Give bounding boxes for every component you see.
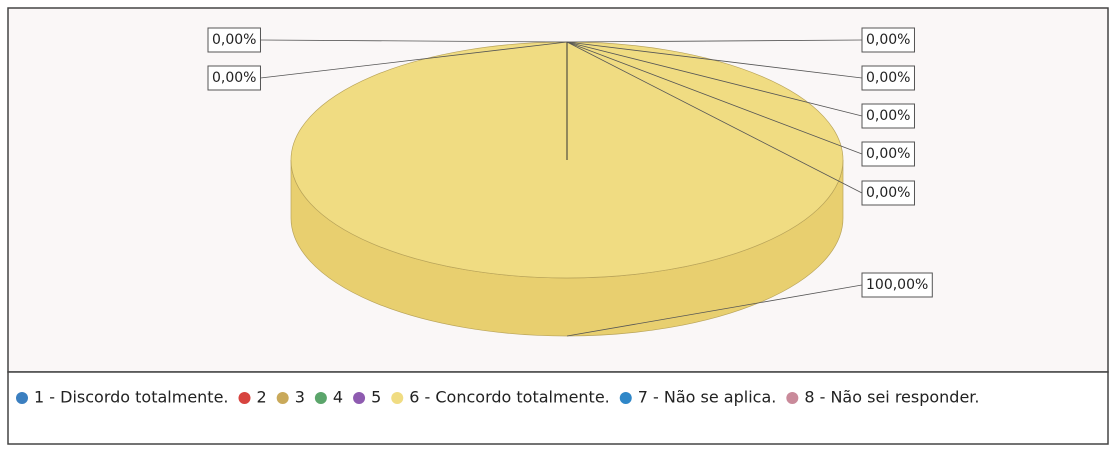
leader-line [566,41,863,79]
leader-line [566,41,863,155]
label-box [861,272,933,298]
legend-label: 4 [333,388,343,407]
data-label: 100,00% [866,277,928,293]
legend-marker [16,392,28,404]
data-label: 0,00% [866,32,910,48]
legend-label: 5 [371,388,381,407]
data-label: 0,00% [866,108,910,124]
legend-label: 1 - Discordo totalmente. [34,388,229,407]
legend-marker [238,392,251,404]
legend-marker [391,392,404,404]
legend-frame [7,371,1109,445]
data-label: 0,00% [212,32,256,48]
legend-marker [314,392,327,404]
legend-label: 6 - Concordo totalmente. [409,388,610,407]
label-box [207,27,261,53]
label-box [861,103,915,129]
data-label: 0,00% [866,185,910,201]
leader-line [566,39,863,43]
legend-label: 8 - Não sei responder. [804,388,979,407]
data-label: 0,00% [866,146,910,162]
data-label: 0,00% [212,70,256,86]
leader-line [260,41,568,79]
leader-line [566,41,863,194]
legend-marker [786,392,799,404]
leader-line [260,39,568,43]
data-label: 0,00% [866,70,910,86]
legend-marker [276,392,289,404]
leader-line [566,41,863,117]
legend-marker [619,392,632,404]
legend-label: 3 [295,388,305,407]
leader-line [566,284,863,337]
legend-marker [353,392,366,404]
legend-label: 2 [257,388,267,407]
label-box [207,65,261,91]
legend-label: 7 - Não se aplica. [638,388,777,407]
